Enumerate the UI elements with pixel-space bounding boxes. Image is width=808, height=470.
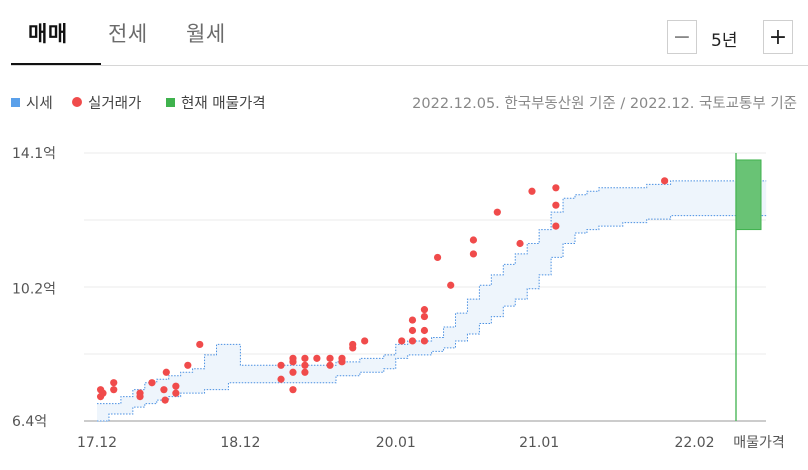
transaction-point — [552, 201, 560, 209]
transaction-point — [110, 386, 118, 394]
transaction-point — [398, 337, 406, 345]
transaction-point — [408, 326, 417, 335]
plus-icon: + — [768, 24, 788, 50]
x-tick-label: 22.02 — [674, 435, 714, 451]
transaction-point — [420, 337, 429, 345]
period-value: 5년 — [711, 31, 738, 51]
period-stepper: − 5년 + — [667, 20, 808, 56]
transaction-point — [338, 354, 346, 362]
active-tab-indicator — [11, 63, 101, 66]
transaction-point — [661, 177, 669, 185]
transaction-point — [469, 236, 478, 244]
transaction-point — [289, 386, 297, 394]
trade-type-tabs: 매매 전세 월세 — [0, 0, 808, 66]
transaction-point — [433, 253, 442, 262]
legend-item-listing: 현재 매물가격 — [166, 92, 266, 113]
tab-sale[interactable]: 매매 — [28, 22, 68, 46]
legend-label-listing: 현재 매물가격 — [181, 96, 266, 112]
transaction-point — [289, 368, 297, 376]
y-tick-label: 14.1억 — [12, 146, 56, 162]
transaction-point — [552, 184, 560, 192]
transaction-point — [277, 375, 285, 383]
y-tick-label: 10.2억 — [12, 282, 56, 298]
transaction-point — [196, 340, 204, 349]
transaction-point — [326, 354, 334, 362]
transaction-point — [110, 379, 118, 387]
transaction-point — [528, 187, 536, 195]
data-source-note: 2022.12.05. 한국부동산원 기준 / 2022.12. 국토교통부 기… — [412, 96, 797, 112]
transaction-point — [447, 281, 455, 289]
transaction-point — [326, 361, 334, 369]
transaction-point — [289, 354, 297, 362]
transaction-point — [301, 368, 309, 376]
transaction-point — [552, 222, 560, 230]
market-price-band — [97, 180, 767, 421]
transaction-point — [313, 354, 321, 362]
transaction-point — [301, 354, 309, 362]
listing-marker-icon — [166, 97, 175, 107]
listing-axis-label: 매물가격 — [733, 435, 785, 451]
transaction-point — [172, 389, 180, 397]
y-tick-label: 6.4억 — [12, 414, 47, 430]
increase-period-button[interactable]: + — [763, 20, 793, 54]
market-price-upper-line — [97, 180, 767, 405]
x-tick-label: 18.12 — [220, 435, 260, 451]
tabs-divider — [11, 65, 808, 66]
x-tick-label: 20.01 — [376, 435, 416, 451]
transaction-point — [420, 312, 429, 321]
transaction-point — [361, 337, 369, 345]
tab-jeonse[interactable]: 전세 — [108, 22, 148, 46]
transaction-point — [277, 361, 285, 369]
legend-item-market-price: 시세 — [11, 92, 53, 113]
legend-item-transactions: 실거래가 — [72, 92, 141, 113]
transaction-point — [172, 382, 180, 390]
transaction-point — [148, 379, 156, 387]
transaction-point — [408, 316, 417, 324]
transaction-point — [184, 361, 192, 369]
minus-icon: − — [672, 24, 692, 50]
transaction-point — [420, 326, 429, 335]
transaction-point — [99, 389, 107, 397]
transaction-point — [162, 368, 170, 376]
legend-label-transactions: 실거래가 — [88, 96, 142, 112]
x-tick-label: 17.12 — [77, 435, 117, 451]
transaction-point — [516, 239, 524, 248]
decrease-period-button[interactable]: − — [667, 20, 697, 54]
transaction-point — [420, 306, 429, 314]
listing-price-bar — [735, 159, 762, 231]
transaction-point — [136, 393, 144, 401]
transaction-point — [469, 250, 478, 258]
transaction-point — [349, 340, 357, 349]
transaction-point — [408, 337, 417, 345]
tab-monthly-rent[interactable]: 월세 — [186, 22, 226, 46]
transaction-point — [161, 396, 169, 404]
transaction-point — [160, 386, 168, 394]
market-price-marker-icon — [11, 97, 20, 107]
transaction-marker-icon — [72, 97, 82, 107]
legend-label-market-price: 시세 — [26, 96, 53, 112]
transaction-point — [301, 361, 309, 369]
transaction-point — [493, 208, 501, 216]
x-tick-label: 21.01 — [519, 435, 559, 451]
